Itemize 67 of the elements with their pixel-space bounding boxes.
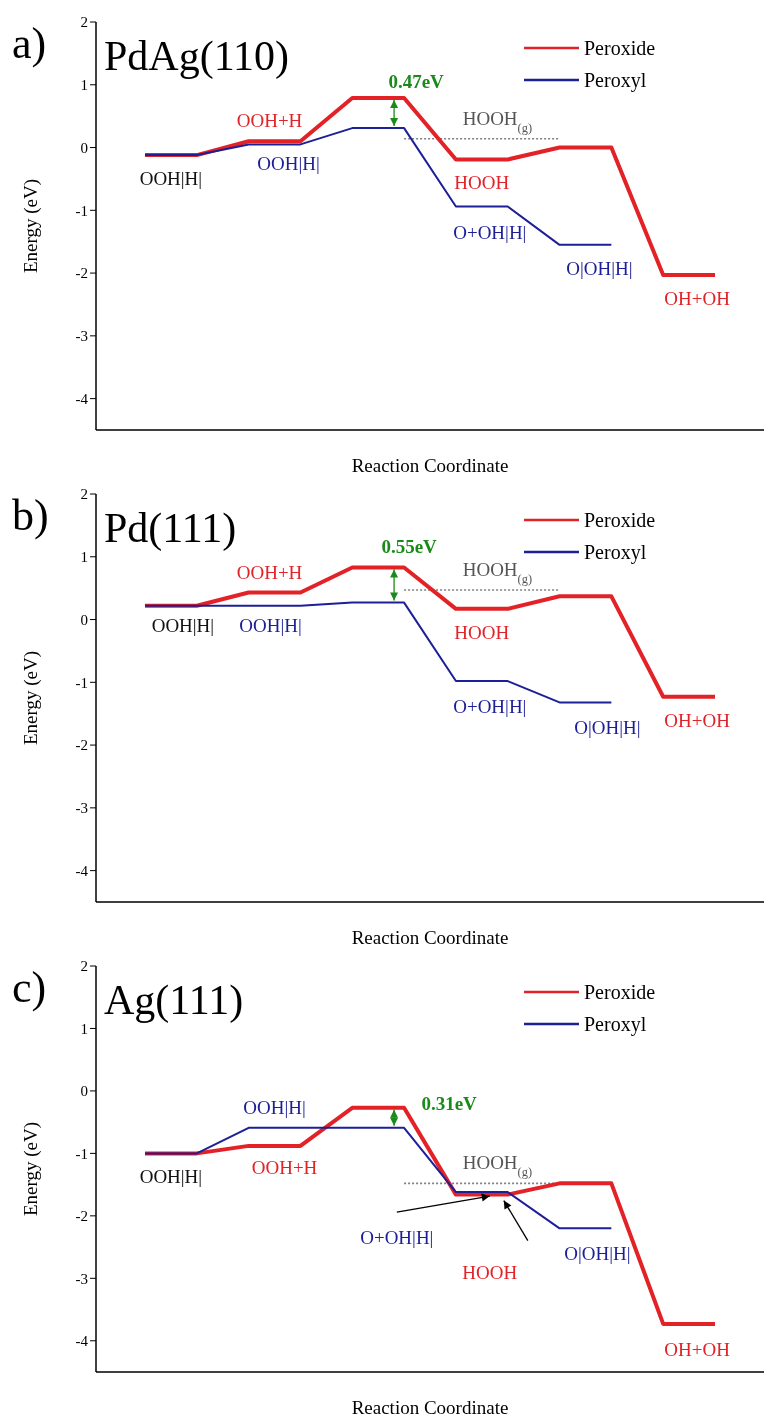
- legend-label: Peroxyl: [584, 541, 647, 564]
- annotation: OOH+H: [236, 110, 303, 132]
- annotation: HOOH: [454, 172, 510, 194]
- y-tick-label: 0: [80, 1083, 88, 1100]
- y-tick-label: 2: [80, 958, 88, 975]
- text: b): [12, 491, 49, 540]
- text: c): [12, 963, 47, 1012]
- legend-label: Peroxide: [584, 981, 656, 1003]
- y-tick-label: -1: [75, 202, 88, 219]
- annotation: OOH|H|: [151, 614, 215, 636]
- y-tick-label: -1: [75, 674, 88, 691]
- chart-title: PdAg(110): [104, 33, 290, 80]
- y-tick-label: -2: [75, 1208, 88, 1225]
- y-tick-label: -3: [75, 800, 88, 817]
- y-tick-label: -4: [75, 862, 89, 879]
- annotation: OOH|H|: [139, 1166, 203, 1188]
- annotation: OOH|H|: [257, 153, 320, 175]
- y-tick-label: -3: [75, 1270, 88, 1287]
- legend-label: Peroxide: [584, 509, 656, 531]
- annotation: HOOH: [454, 621, 510, 643]
- y-tick-label: 1: [80, 77, 88, 94]
- annotation: O|OH|H|: [566, 257, 633, 279]
- text: a): [12, 19, 47, 68]
- annotation: O+OH|H|: [453, 696, 527, 718]
- line-series: [143, 565, 717, 699]
- y-tick-label: 1: [80, 1020, 88, 1037]
- annotation: O|OH|H|: [574, 717, 641, 739]
- x-axis-title: Reaction Coordinate: [351, 1397, 509, 1418]
- y-axis-title: Energy (eV): [19, 650, 42, 746]
- ref-line-label: HOOH$_{(g)}$: [462, 559, 533, 587]
- y-tick-label: 0: [80, 139, 88, 156]
- ref-line-label: HOOH$_{(g)}$: [462, 107, 533, 135]
- annotation: 0.55eV: [381, 536, 438, 558]
- annotation: O+OH|H|: [453, 221, 527, 243]
- y-tick-label: -3: [75, 328, 88, 345]
- annotation: OOH+H: [236, 561, 303, 583]
- x-axis-title: Reaction Coordinate: [351, 455, 509, 476]
- y-tick-label: 0: [80, 611, 88, 628]
- y-tick-label: 2: [80, 486, 88, 503]
- y-tick-label: -4: [75, 1333, 89, 1350]
- y-tick-label: 1: [80, 549, 88, 566]
- y-tick-label: -1: [75, 1145, 88, 1162]
- y-tick-label: -2: [75, 265, 88, 282]
- annotation: OOH|H|: [239, 614, 302, 636]
- annotation: O+OH|H|: [360, 1227, 434, 1249]
- x-axis-title: Reaction Coordinate: [351, 927, 509, 948]
- annotation: OH+OH: [664, 1338, 731, 1360]
- y-tick-label: -2: [75, 737, 88, 754]
- y-tick-label: -4: [75, 390, 89, 407]
- y-axis-title: Energy (eV): [19, 178, 42, 274]
- annotation: O|OH|H|: [564, 1243, 631, 1265]
- annotation: OH+OH: [664, 709, 731, 731]
- chart-title: Ag(111): [104, 977, 244, 1024]
- ref-line-label: HOOH$_{(g)}$: [462, 1152, 533, 1180]
- legend-label: Peroxide: [584, 37, 656, 59]
- annotation: HOOH: [462, 1261, 518, 1283]
- annotation: OOH+H: [251, 1156, 318, 1178]
- annotation: OOH|H|: [139, 168, 203, 190]
- annotation: 0.47eV: [388, 70, 445, 92]
- annotation: OH+OH: [664, 287, 731, 309]
- y-axis-title: Energy (eV): [19, 1121, 42, 1217]
- chart-title: Pd(111): [104, 505, 237, 552]
- legend-label: Peroxyl: [584, 69, 647, 92]
- annotation: 0.31eV: [421, 1092, 478, 1114]
- legend-label: Peroxyl: [584, 1013, 647, 1036]
- y-tick-label: 2: [80, 14, 88, 31]
- annotation: OOH|H|: [243, 1096, 306, 1118]
